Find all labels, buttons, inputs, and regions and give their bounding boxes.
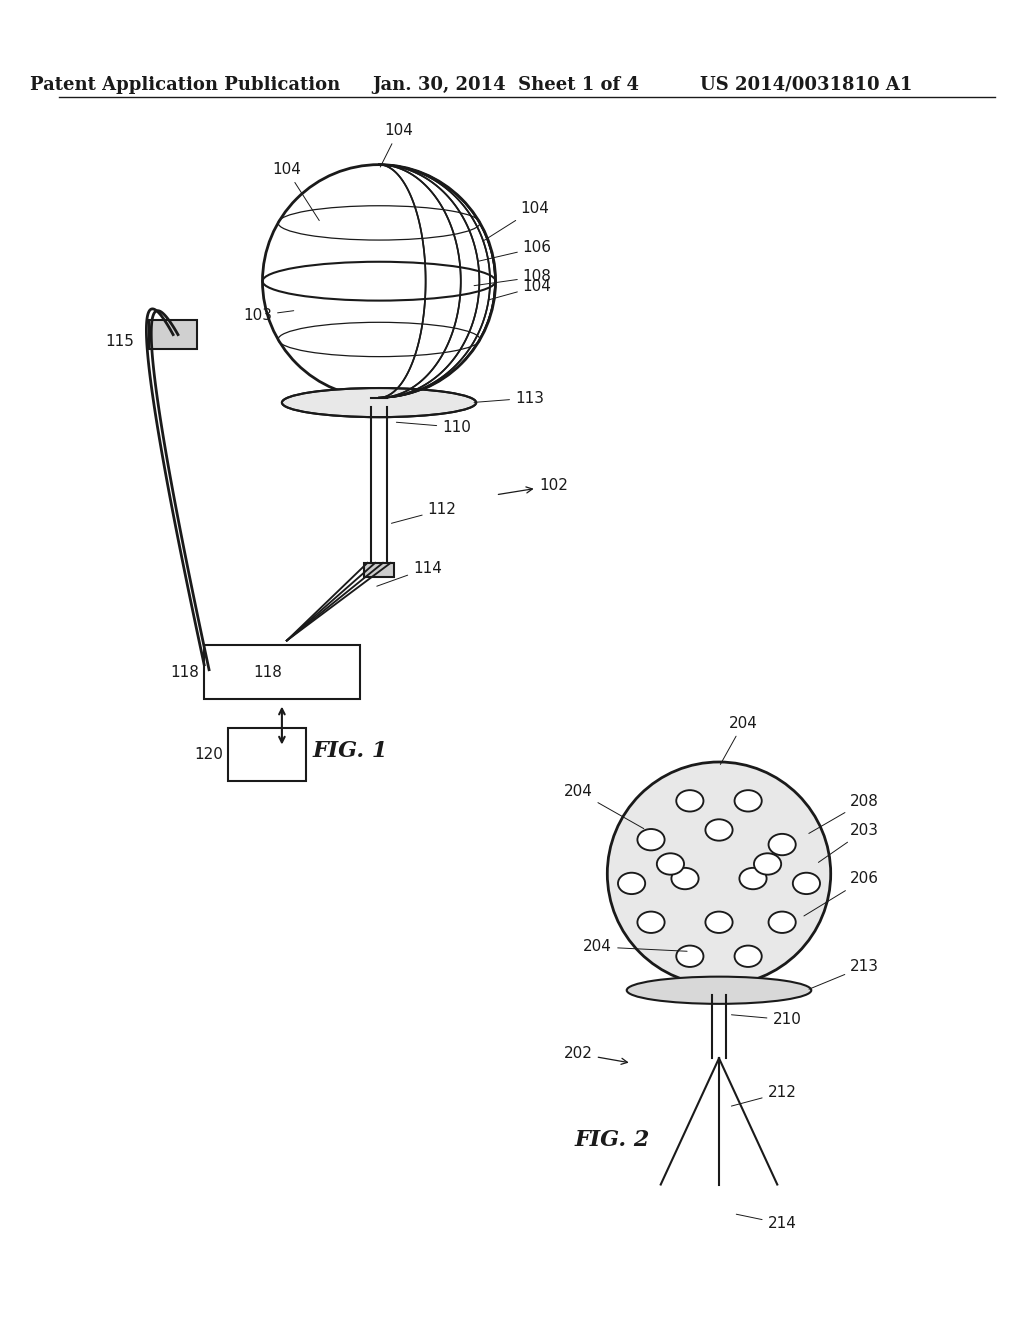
Ellipse shape — [734, 791, 762, 812]
Text: 118: 118 — [170, 665, 200, 680]
Text: Patent Application Publication: Patent Application Publication — [30, 77, 340, 94]
Text: 106: 106 — [479, 240, 552, 261]
Bar — [228, 729, 306, 781]
Text: 118: 118 — [253, 665, 282, 680]
Ellipse shape — [793, 873, 820, 894]
Ellipse shape — [754, 853, 781, 875]
Text: 212: 212 — [731, 1085, 797, 1106]
Text: US 2014/0031810 A1: US 2014/0031810 A1 — [700, 77, 912, 94]
Text: 208: 208 — [809, 793, 879, 833]
Ellipse shape — [618, 873, 645, 894]
Text: 103: 103 — [243, 308, 294, 323]
Text: 108: 108 — [474, 269, 552, 285]
Ellipse shape — [672, 867, 698, 890]
FancyBboxPatch shape — [365, 562, 393, 577]
Text: 204: 204 — [564, 784, 644, 829]
Text: 206: 206 — [804, 871, 880, 916]
Text: 214: 214 — [736, 1214, 797, 1232]
Text: 110: 110 — [396, 420, 471, 434]
Ellipse shape — [637, 829, 665, 850]
Text: 204: 204 — [584, 940, 687, 954]
Text: 213: 213 — [809, 958, 880, 989]
Text: 104: 104 — [483, 201, 549, 240]
Ellipse shape — [739, 867, 767, 890]
Text: Jan. 30, 2014  Sheet 1 of 4: Jan. 30, 2014 Sheet 1 of 4 — [372, 77, 639, 94]
Text: 115: 115 — [105, 334, 134, 348]
Ellipse shape — [769, 834, 796, 855]
Bar — [204, 645, 359, 698]
Text: 114: 114 — [377, 561, 442, 586]
Text: FIG. 1: FIG. 1 — [312, 741, 388, 762]
Text: 210: 210 — [731, 1012, 802, 1027]
Text: 203: 203 — [818, 822, 880, 862]
Text: 120: 120 — [195, 747, 223, 762]
Text: 112: 112 — [391, 503, 457, 523]
Ellipse shape — [627, 977, 811, 1003]
Bar — [148, 319, 198, 350]
Ellipse shape — [706, 820, 732, 841]
Text: 204: 204 — [720, 715, 758, 764]
Ellipse shape — [734, 945, 762, 968]
Ellipse shape — [282, 388, 476, 417]
Ellipse shape — [769, 912, 796, 933]
Ellipse shape — [676, 791, 703, 812]
Text: 102: 102 — [499, 478, 568, 495]
Text: 104: 104 — [272, 162, 319, 220]
Ellipse shape — [706, 912, 732, 933]
Text: 104: 104 — [380, 124, 413, 168]
Text: 202: 202 — [564, 1047, 628, 1064]
Text: FIG. 2: FIG. 2 — [574, 1129, 650, 1151]
Ellipse shape — [676, 945, 703, 968]
Ellipse shape — [656, 853, 684, 875]
Text: 113: 113 — [474, 391, 544, 405]
Circle shape — [607, 762, 830, 986]
Text: 104: 104 — [488, 279, 552, 300]
Ellipse shape — [637, 912, 665, 933]
